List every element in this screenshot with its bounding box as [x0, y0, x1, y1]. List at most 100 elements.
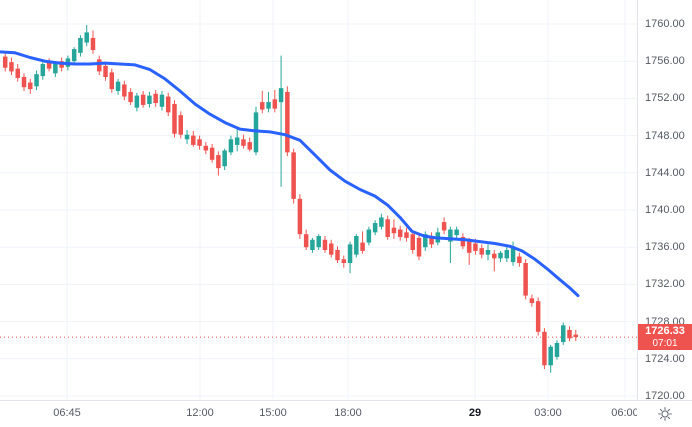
candle-body	[573, 334, 579, 338]
candle-body	[128, 91, 133, 103]
candle-body	[234, 137, 240, 145]
candle-body	[40, 63, 46, 77]
candle-body	[159, 94, 165, 107]
last-price-badge: 1726.33 07:01	[638, 324, 692, 351]
time-tick-label: 06:00	[611, 407, 639, 419]
time-tick-label: 03:00	[534, 407, 562, 419]
candle-body	[423, 234, 428, 248]
time-tick-label-day: 29	[468, 407, 482, 419]
time-tick-label: 15:00	[259, 407, 287, 419]
candle-body	[71, 49, 77, 62]
candle-body	[28, 82, 33, 90]
price-tick-label: 1760.00	[645, 18, 685, 30]
price-tick-label: 1748.00	[645, 129, 685, 142]
time-tick-label: 18:00	[334, 407, 362, 419]
candle-body	[90, 37, 96, 51]
candle-body	[260, 102, 265, 110]
candle-body	[303, 234, 309, 248]
candle-body	[535, 301, 541, 332]
candle-body	[134, 95, 140, 108]
candle-body	[360, 242, 365, 251]
candle-body	[510, 246, 516, 263]
candle-body	[429, 236, 434, 245]
candle-body	[297, 198, 303, 235]
time-axis[interactable]: 06:45 12:00 15:00 18:00 29 03:00 06:00	[0, 401, 639, 427]
candle-body	[492, 253, 497, 259]
price-tick-label: 1736.00	[645, 241, 685, 254]
candle-body	[285, 91, 290, 153]
candle-body	[322, 239, 328, 250]
candle-body	[209, 147, 215, 160]
candle-body	[9, 62, 14, 72]
candle-body	[178, 115, 184, 135]
candle-body	[84, 32, 89, 43]
candle-body	[172, 103, 177, 134]
candle-body	[448, 229, 453, 242]
candle-body	[479, 248, 484, 255]
price-tick-label: 1720.00	[645, 390, 685, 402]
candle-body	[454, 229, 459, 236]
candle-body	[153, 93, 158, 104]
gear-icon	[657, 407, 672, 421]
candle-body	[191, 135, 196, 145]
candle-body	[473, 243, 478, 251]
candle-body	[2, 56, 8, 68]
candle-body	[122, 84, 127, 97]
candle-body	[347, 244, 353, 264]
candle-body	[15, 68, 20, 78]
candle-body	[391, 227, 397, 234]
candle-body	[466, 241, 472, 253]
candle-body	[316, 236, 321, 248]
candle-body	[46, 61, 52, 69]
candle-body	[310, 239, 315, 250]
candle-body	[197, 139, 202, 146]
candle-body	[498, 252, 503, 259]
price-axis[interactable]: 1760.00 1756.00 1752.00 1748.00 1744.00 1740.…	[637, 0, 692, 402]
candle-body	[291, 152, 296, 199]
candle-body	[335, 249, 340, 261]
candle-body	[103, 65, 108, 78]
price-tick-label: 1744.00	[645, 166, 685, 179]
candle-body	[554, 342, 560, 357]
price-tick-label: 1752.00	[645, 92, 685, 105]
candle-body	[548, 346, 553, 366]
candle-body	[354, 236, 359, 255]
candle-body	[228, 139, 234, 153]
candle-body	[34, 74, 39, 87]
candle-body	[216, 155, 221, 169]
candle-body	[266, 102, 271, 109]
candle-body	[416, 237, 422, 257]
candle-body	[247, 142, 252, 150]
candle-body	[542, 331, 547, 366]
candle-body	[147, 95, 152, 104]
candle-body	[203, 145, 209, 151]
candle-body	[441, 222, 447, 231]
price-tick-label: 1724.00	[645, 352, 685, 365]
candle-body	[397, 229, 403, 237]
candle-body	[379, 217, 384, 227]
candle-body	[504, 249, 510, 259]
candle-body	[328, 243, 334, 255]
candle-body	[372, 223, 378, 233]
candle-body	[460, 236, 466, 247]
price-tick-label: 1740.00	[645, 204, 685, 216]
time-tick-label: 06:45	[53, 407, 81, 419]
candle-body	[410, 234, 415, 250]
candle-body	[523, 263, 528, 296]
candle-body	[97, 59, 102, 72]
candle-body	[272, 99, 278, 109]
candle-body	[222, 150, 227, 167]
axis-settings-button[interactable]	[637, 401, 692, 427]
candle-body	[517, 256, 522, 264]
time-tick-label: 12:00	[186, 407, 214, 419]
candle-body	[115, 81, 121, 91]
candle-body	[109, 72, 115, 90]
candle-body	[53, 63, 58, 74]
candle-body	[278, 88, 284, 103]
candle-body	[78, 37, 83, 53]
candle-body	[140, 94, 146, 105]
candle-body	[184, 134, 190, 140]
bar-countdown-label: 07:01	[652, 338, 678, 350]
candle-body	[165, 96, 171, 113]
